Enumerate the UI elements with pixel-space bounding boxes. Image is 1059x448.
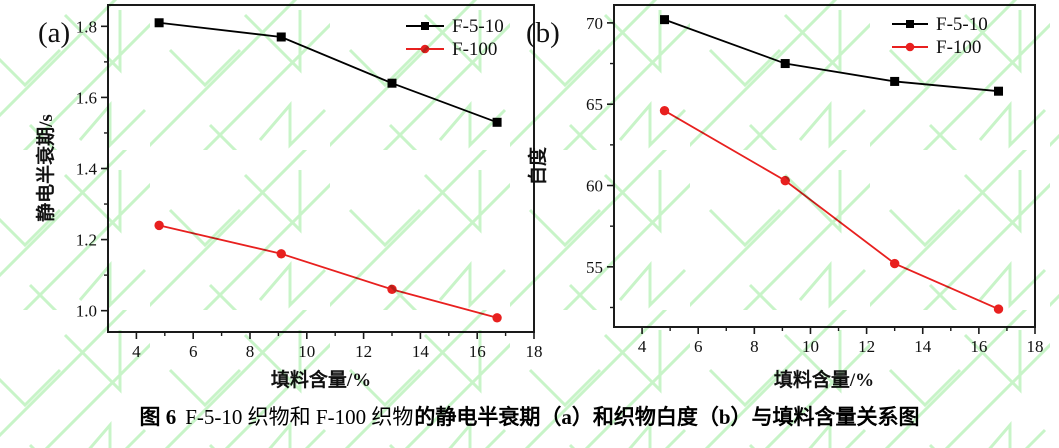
y-tick-label: 1.0 bbox=[76, 302, 97, 321]
legend-label-F-100: F-100 bbox=[452, 39, 497, 60]
caption-sample-names: F-5-10 织物和 F-100 织物 bbox=[185, 405, 414, 429]
y-tick-label: 70 bbox=[586, 14, 603, 33]
x-axis-label: 填料含量/% bbox=[271, 368, 371, 391]
legend-marker-F-100 bbox=[420, 44, 430, 54]
x-axis-label: 填料含量/% bbox=[774, 368, 874, 391]
data-point-F-5-10 bbox=[994, 86, 1004, 96]
data-point-F-5-10 bbox=[154, 18, 164, 28]
x-tick-label: 4 bbox=[638, 337, 647, 356]
y-tick-label: 65 bbox=[586, 95, 603, 114]
legend-marker-F-100 bbox=[905, 42, 915, 52]
data-point-F-100 bbox=[993, 304, 1004, 314]
data-point-F-5-10 bbox=[780, 59, 790, 69]
x-tick-label: 4 bbox=[132, 342, 141, 361]
x-tick-label: 14 bbox=[412, 342, 430, 361]
data-point-F-100 bbox=[154, 220, 164, 231]
x-tick-label: 10 bbox=[298, 342, 315, 361]
y-axis-label: 静电半衰期/s bbox=[34, 114, 57, 222]
y-tick-label: 55 bbox=[586, 258, 603, 277]
data-point-F-5-10 bbox=[387, 78, 397, 88]
x-tick-label: 8 bbox=[750, 337, 759, 356]
panel-label: (b) bbox=[526, 17, 560, 49]
chart-a-static-half-life: 4 6 8 10 12 14 16 181.01.21.41.61.8 F-5-10F-100(… bbox=[34, 4, 543, 391]
series-line-F-100 bbox=[158, 224, 498, 319]
x-tick-label: 14 bbox=[914, 337, 932, 356]
y-tick-label: 1.6 bbox=[76, 88, 97, 107]
caption-figure-number: 图 6 bbox=[139, 405, 177, 429]
x-tick-label: 12 bbox=[355, 342, 372, 361]
y-tick-label: 1.4 bbox=[76, 160, 98, 179]
data-point-F-5-10 bbox=[276, 32, 286, 42]
caption-description: 的静电半衰期（a）和织物白度（b）与填料含量关系图 bbox=[414, 405, 920, 429]
x-tick-label: 12 bbox=[858, 337, 875, 356]
legend-label-F-100: F-100 bbox=[936, 37, 981, 58]
x-tick-label: 8 bbox=[246, 342, 255, 361]
data-point-F-100 bbox=[276, 249, 286, 259]
x-tick-label: 10 bbox=[802, 337, 819, 356]
data-point-F-5-10 bbox=[890, 76, 900, 86]
x-tick-label: 16 bbox=[469, 342, 486, 361]
series-line-F-5-10 bbox=[159, 21, 498, 124]
legend-label-F-5-10: F-5-10 bbox=[452, 16, 504, 37]
y-tick-label: 1.2 bbox=[76, 231, 97, 250]
y-axis-label: 白度 bbox=[526, 146, 549, 185]
x-tick-label: 16 bbox=[970, 337, 987, 356]
x-tick-label: 18 bbox=[1027, 337, 1044, 356]
data-point-F-100 bbox=[659, 106, 670, 116]
y-tick-label: 1.8 bbox=[76, 17, 97, 36]
chart-b-whiteness: 4 6 8 10 12 14 16 18 55 60 65 70 F-5-10F-100 (b) 填料含量/… bbox=[526, 4, 1044, 391]
legend-label-F-5-10: F-5-10 bbox=[936, 14, 988, 35]
series-line-F-100 bbox=[664, 109, 999, 310]
figure-caption: 图 6 F-5-10 织物和 F-100 织物的静电半衰期（a）和织物白度（b）与… bbox=[0, 401, 1059, 431]
legend-marker-F-5-10 bbox=[421, 22, 429, 30]
data-point-F-100 bbox=[387, 284, 397, 295]
data-point-F-100 bbox=[492, 313, 502, 323]
data-point-F-100 bbox=[889, 258, 900, 269]
legend-marker-F-5-10 bbox=[906, 20, 914, 28]
data-point-F-100 bbox=[780, 175, 790, 186]
data-point-F-5-10 bbox=[660, 15, 670, 25]
x-tick-label: 6 bbox=[694, 337, 703, 356]
data-point-F-5-10 bbox=[492, 117, 502, 127]
y-tick-label: 60 bbox=[586, 177, 603, 196]
panel-label: (a) bbox=[38, 17, 70, 49]
x-tick-label: 6 bbox=[189, 342, 198, 361]
